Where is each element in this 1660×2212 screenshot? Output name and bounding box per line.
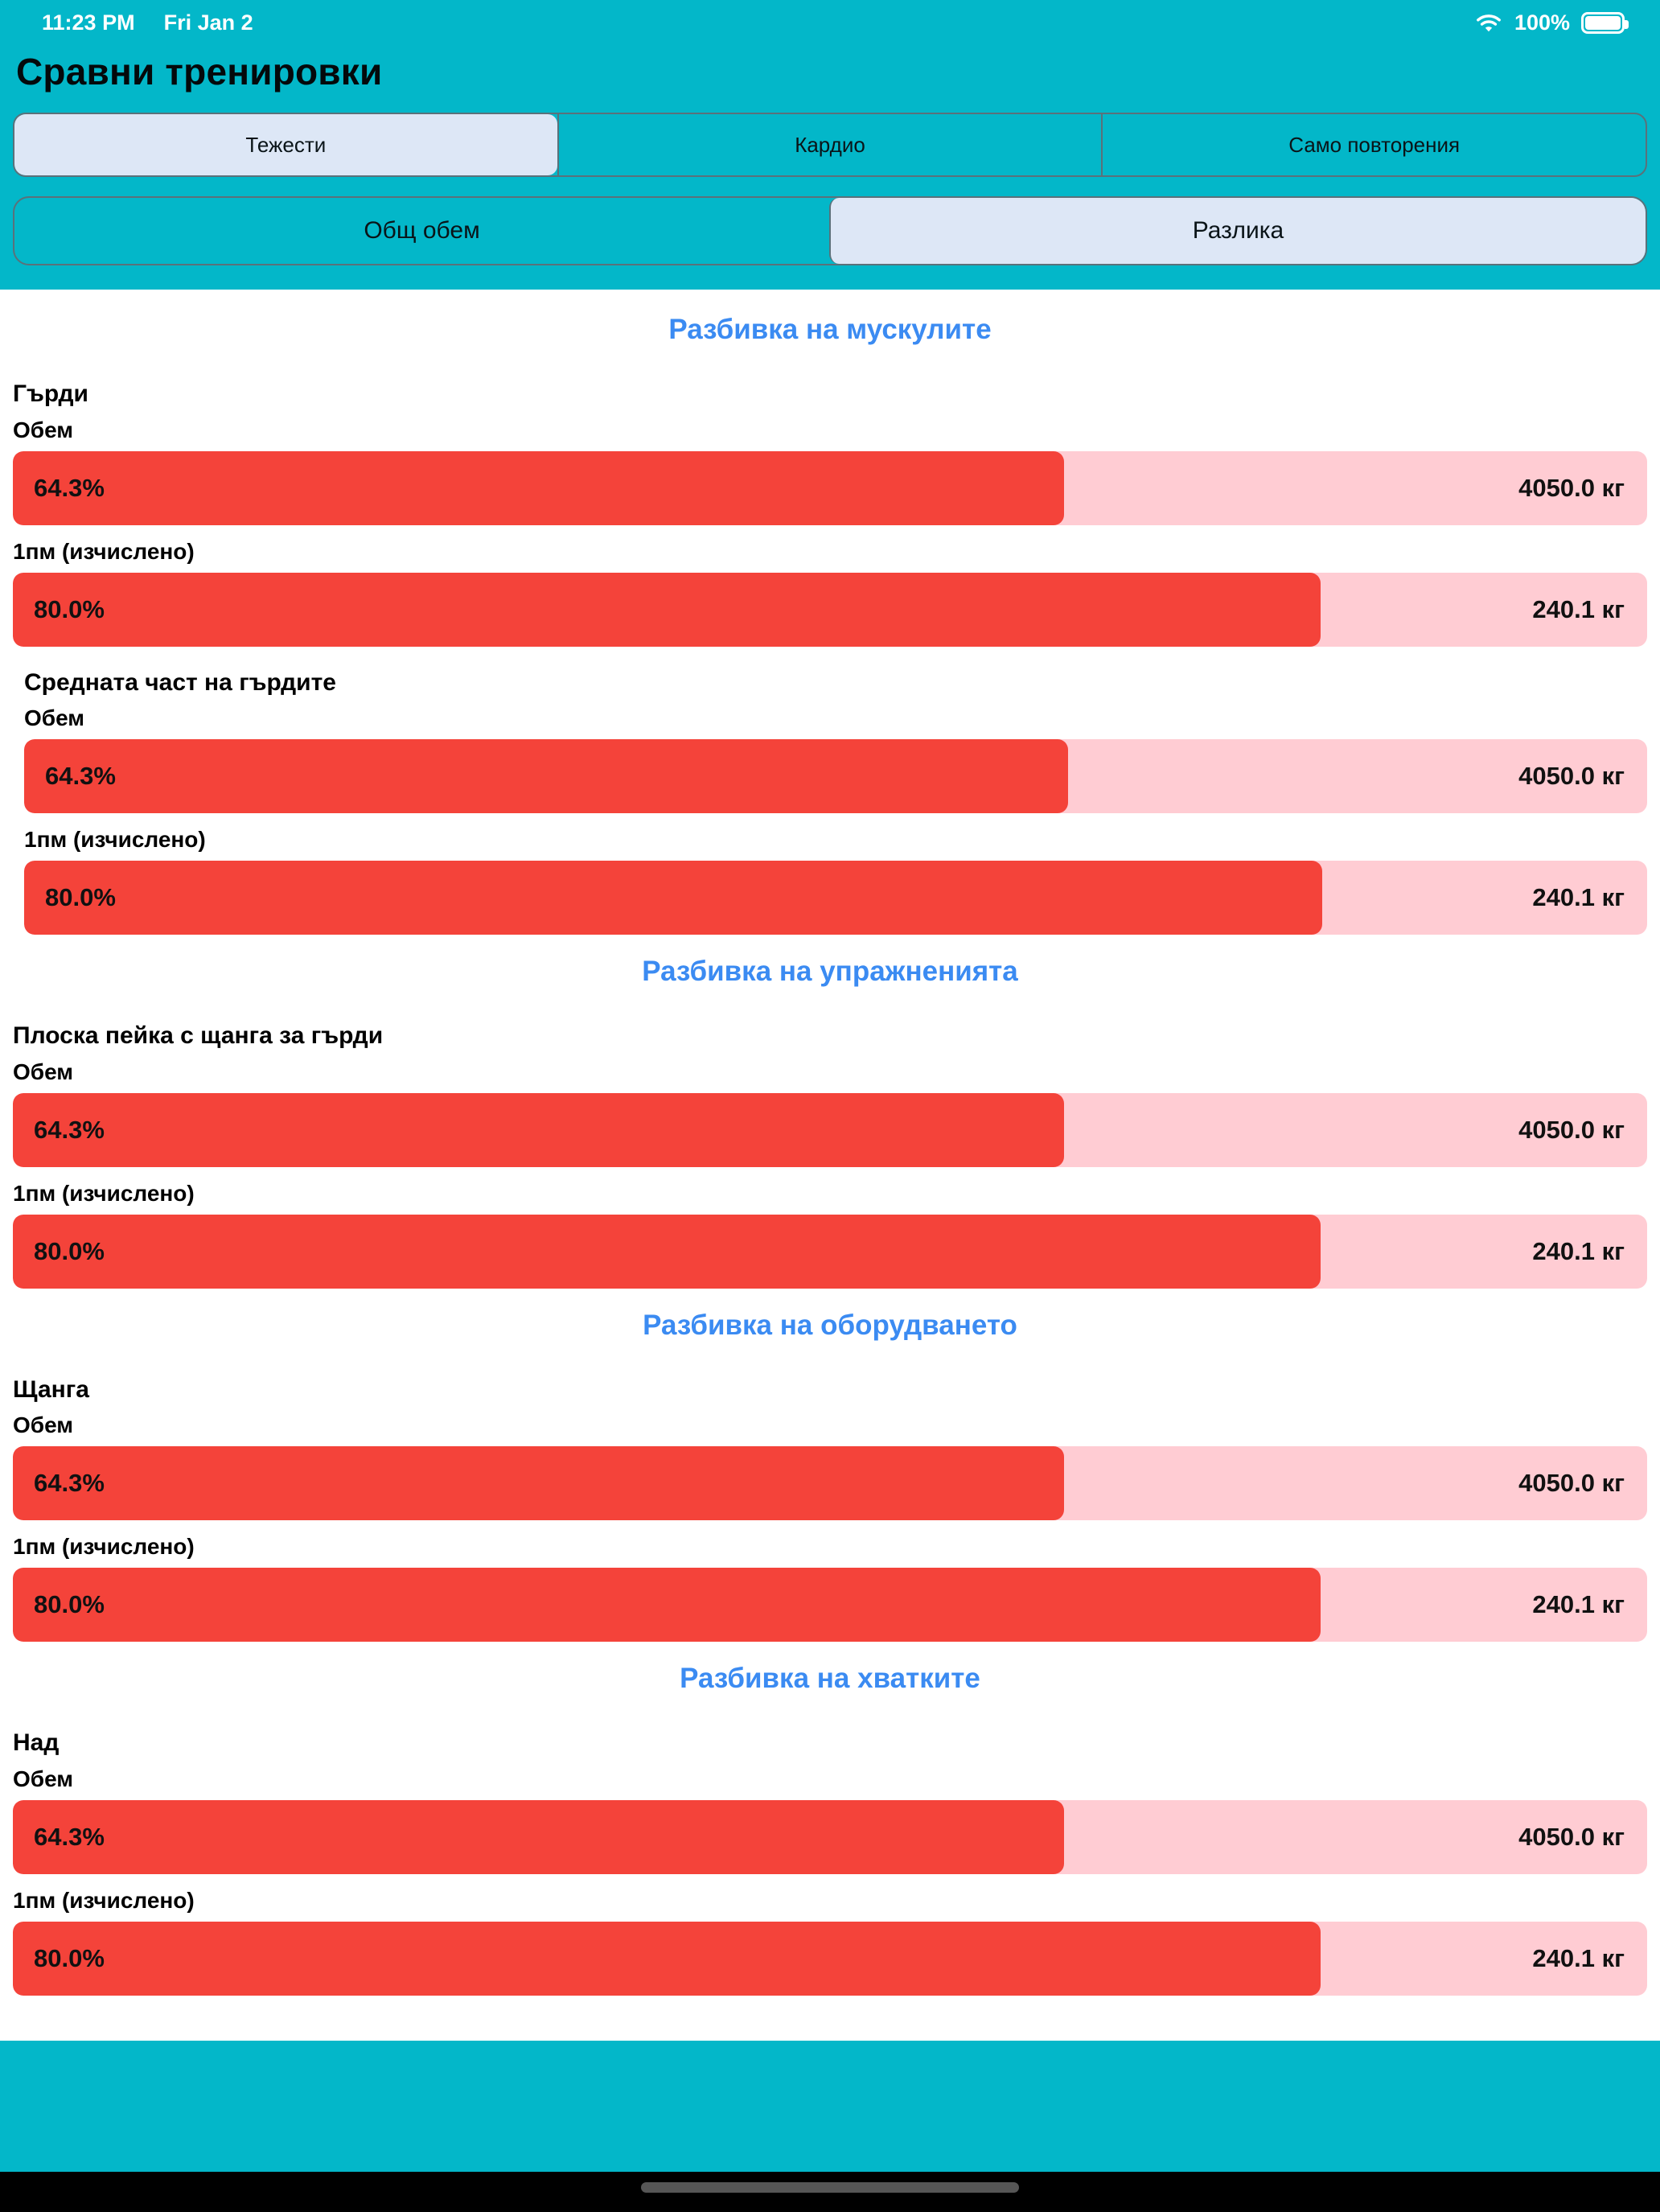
comparison-bar: 80.0% 240.1 кг — [13, 1214, 1647, 1289]
group-name: Щанга — [13, 1375, 89, 1403]
metric-label: Обем — [13, 1412, 73, 1437]
group: Средната част на гърдите Обем 64.3% 4050.0 … — [24, 668, 1647, 935]
bar-value-label: 4050.0 кг — [1518, 1115, 1625, 1144]
segment-difference[interactable]: Разлика — [829, 198, 1646, 264]
group: Щанга Обем 64.3% 4050.0 кг 1пм (изчислено) 80… — [13, 1375, 1647, 1642]
group-name: Средната част на гърдите — [24, 668, 336, 696]
bar-fill — [13, 1214, 1321, 1289]
section-heading: Разбивка на мускулите — [668, 314, 992, 345]
bar-value-label: 4050.0 кг — [1518, 762, 1625, 790]
metric-label: Обем — [13, 1766, 73, 1791]
metric-label: 1пм (изчислено) — [13, 1887, 195, 1913]
bar-percent-label: 64.3% — [34, 473, 105, 502]
segment-weights[interactable]: Тежести — [14, 114, 557, 175]
wifi-icon — [1477, 14, 1501, 32]
bar-value-label: 4050.0 кг — [1518, 473, 1625, 502]
group-name: Над — [13, 1729, 60, 1756]
bar-fill — [13, 1799, 1064, 1874]
comparison-bar: 64.3% 4050.0 кг — [13, 1092, 1647, 1167]
segment-cardio[interactable]: Кардио — [557, 114, 1102, 175]
bar-value-label: 240.1 кг — [1532, 883, 1625, 911]
comparison-bar: 64.3% 4050.0 кг — [13, 450, 1647, 525]
bar-fill — [13, 1446, 1064, 1520]
bar-fill — [13, 1921, 1321, 1996]
comparison-bar: 64.3% 4050.0 кг — [13, 1799, 1647, 1874]
status-time: 11:23 PM — [42, 10, 135, 35]
metric-label: 1пм (изчислено) — [24, 827, 206, 852]
status-bar: 11:23 PM Fri Jan 2 100% — [0, 0, 1660, 45]
bar-percent-label: 80.0% — [45, 883, 116, 911]
breakdown-section: Разбивка на мускулите Гърди Обем 64.3% 4050.… — [13, 315, 1647, 935]
comparison-bar: 64.3% 4050.0 кг — [24, 739, 1647, 813]
bar-value-label: 240.1 кг — [1532, 1236, 1625, 1265]
breakdown-section: Разбивка на оборудването Щанга Обем 64.3% 40… — [13, 1309, 1647, 1642]
group-name: Гърди — [13, 380, 88, 407]
comparison-bar: 80.0% 240.1 кг — [13, 1921, 1647, 1996]
page-title: Сравни тренировки — [16, 51, 383, 93]
battery-icon — [1581, 11, 1629, 34]
metric-label: 1пм (изчислено) — [13, 1180, 195, 1206]
segment-reps-only[interactable]: Само повторения — [1101, 114, 1646, 175]
bar-percent-label: 80.0% — [34, 594, 105, 623]
metric-label: 1пм (изчислено) — [13, 1534, 195, 1559]
home-bar-area — [0, 2172, 1660, 2212]
bar-fill — [13, 572, 1321, 647]
display-mode-segmented-control: Общ обем Разлика — [13, 196, 1647, 265]
bar-percent-label: 64.3% — [34, 1469, 105, 1497]
metric-label: Обем — [13, 417, 73, 442]
bar-value-label: 4050.0 кг — [1518, 1469, 1625, 1497]
bar-percent-label: 64.3% — [34, 1115, 105, 1144]
section-heading: Разбивка на упражненията — [642, 956, 1018, 987]
comparison-bar: 80.0% 240.1 кг — [13, 572, 1647, 647]
bar-percent-label: 80.0% — [34, 1236, 105, 1265]
breakdown-section: Разбивка на упражненията Плоска пейка с щ… — [13, 957, 1647, 1289]
bar-value-label: 240.1 кг — [1532, 1590, 1625, 1618]
bar-fill — [24, 861, 1323, 935]
bar-fill — [13, 1568, 1321, 1642]
group-name: Плоска пейка с щанга за гърди — [13, 1022, 384, 1049]
bar-fill — [13, 450, 1064, 525]
battery-percent: 100% — [1514, 10, 1570, 35]
segment-total-volume[interactable]: Общ обем — [364, 217, 480, 244]
bar-percent-label: 80.0% — [34, 1590, 105, 1618]
group: Над Обем 64.3% 4050.0 кг 1пм (изчислено) 80.0… — [13, 1728, 1647, 1996]
bar-percent-label: 64.3% — [34, 1822, 105, 1851]
home-indicator[interactable] — [641, 2182, 1019, 2193]
metric-label: Обем — [13, 1059, 73, 1084]
bottom-spacer — [0, 2040, 1660, 2172]
bar-fill — [13, 1092, 1064, 1167]
breakdown-section: Разбивка на хватките Над Обем 64.3% 4050.0 к… — [13, 1664, 1647, 1996]
bar-percent-label: 80.0% — [34, 1943, 105, 1972]
comparison-bar: 80.0% 240.1 кг — [13, 1568, 1647, 1642]
status-date: Fri Jan 2 — [163, 10, 253, 35]
bar-fill — [24, 739, 1068, 813]
bar-value-label: 240.1 кг — [1532, 1943, 1625, 1972]
bar-value-label: 4050.0 кг — [1518, 1822, 1625, 1851]
bar-value-label: 240.1 кг — [1532, 594, 1625, 623]
workout-type-segmented-control: Тежести Кардио Само повторения — [13, 113, 1647, 177]
comparison-bar: 80.0% 240.1 кг — [24, 861, 1647, 935]
comparison-bar: 64.3% 4050.0 кг — [13, 1446, 1647, 1520]
group: Плоска пейка с щанга за гърди Обем 64.3% 40… — [13, 1021, 1647, 1289]
metric-label: Обем — [24, 705, 84, 730]
comparison-content: Разбивка на мускулите Гърди Обем 64.3% 4050.… — [0, 290, 1660, 2041]
metric-label: 1пм (изчислено) — [13, 538, 195, 564]
bar-percent-label: 64.3% — [45, 762, 116, 790]
group: Гърди Обем 64.3% 4050.0 кг 1пм (изчислено) 80… — [13, 379, 1647, 647]
section-heading: Разбивка на оборудването — [643, 1309, 1017, 1341]
section-heading: Разбивка на хватките — [680, 1663, 980, 1694]
